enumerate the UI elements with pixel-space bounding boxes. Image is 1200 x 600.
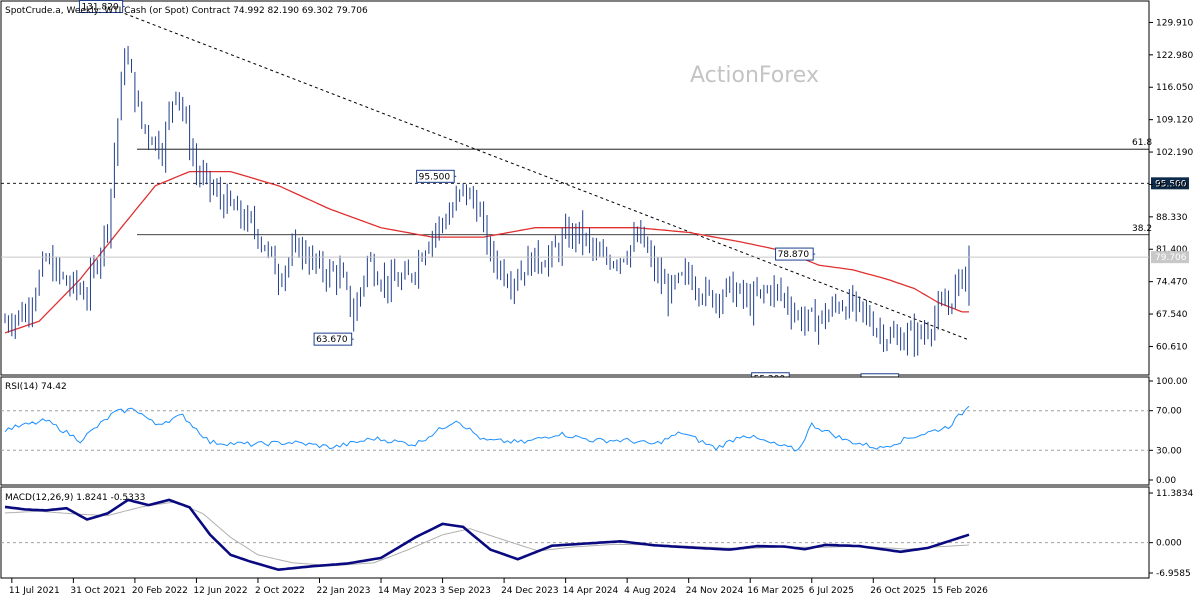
watermark: ActionForex <box>690 63 819 88</box>
macd-line <box>4 498 970 572</box>
rsi-pane: RSI(14) 74.42 <box>0 376 1150 486</box>
time-tick-label: 22 Jan 2023 <box>316 586 370 596</box>
level-label: 61.8 <box>1132 138 1152 148</box>
ohlc-bars <box>4 45 970 357</box>
price-tick-label: 129.910 <box>1156 18 1193 28</box>
macd-tick-label: 11.3834 <box>1156 489 1193 499</box>
price-tick-label: 122.980 <box>1156 51 1193 61</box>
time-tick-label: 16 Mar 2025 <box>747 586 804 596</box>
rsi-tick-label: 100.00 <box>1156 377 1188 387</box>
time-tick-label: 11 Jul 2021 <box>9 586 60 596</box>
swing-label-text: 63.670 <box>316 335 348 345</box>
rsi-levels <box>1 410 1149 451</box>
price-tick-label: 116.050 <box>1156 83 1193 93</box>
time-tick-label: 14 May 2023 <box>378 586 437 596</box>
price-tick-label: 81.400 <box>1156 245 1188 255</box>
time-tick-label: 12 Jun 2022 <box>193 586 247 596</box>
last-price-tag <box>1151 251 1189 264</box>
time-tick-label: 4 Aug 2024 <box>624 586 676 596</box>
level-badge <box>1151 177 1189 190</box>
price-tick-label: 74.470 <box>1156 278 1188 288</box>
trendline <box>124 13 970 341</box>
time-tick-label: 31 Oct 2021 <box>70 586 126 596</box>
macd-axis: 11.3834 0.000 -6.9585 <box>1149 489 1193 579</box>
macd-tick-label: 0.000 <box>1156 539 1182 549</box>
price-tick-label: 88.330 <box>1156 213 1188 223</box>
rsi-tick-label: 30.00 <box>1156 446 1182 456</box>
time-tick-label: 2 Oct 2022 <box>255 586 305 596</box>
time-tick-label: 24 Nov 2024 <box>686 586 744 596</box>
swing-label-box <box>78 0 124 14</box>
horizontal-levels: 61.8 95.500 38.2 <box>1 138 1189 236</box>
time-tick-label: 3 Sep 2023 <box>440 586 491 596</box>
price-tick-label: 102.190 <box>1156 148 1193 158</box>
price-pane: ActionForex 61.8 95.500 38.2 131.820 63.670… <box>0 0 1189 387</box>
time-tick-label: 26 Oct 2025 <box>870 586 926 596</box>
rsi-tick-label: 70.00 <box>1156 407 1182 417</box>
price-tick-label: 95.260 <box>1156 180 1188 190</box>
price-tick-label: 60.610 <box>1156 342 1188 352</box>
level-label: 38.2 <box>1132 224 1152 234</box>
level-badge-text: 95.500 <box>1155 179 1187 189</box>
macd-label: MACD(12,26,9) 1.8241 -0.5333 <box>5 493 145 503</box>
time-axis: 11 Jul 2021 31 Oct 2021 20 Feb 2022 12 Jun … <box>9 578 988 596</box>
time-tick-label: 24 Dec 2023 <box>501 586 558 596</box>
macd-pane: MACD(12,26,9) 1.8241 -0.5333 <box>0 486 1150 579</box>
time-tick-label: 20 Feb 2022 <box>132 586 188 596</box>
rsi-line <box>4 405 970 452</box>
swing-label-text: 78.870 <box>778 250 810 260</box>
time-tick-label: 15 Feb 2026 <box>932 586 988 596</box>
swing-label-box <box>775 247 814 261</box>
rsi-axis: 100.00 70.00 30.00 0.00 <box>1149 377 1188 486</box>
swing-label-text: 131.820 <box>81 3 118 13</box>
chart-header: SpotCrude.a, Weekly: WTI Cash (or Spot) … <box>5 6 368 16</box>
time-tick-label: 14 Apr 2024 <box>563 586 619 596</box>
price-tick-label: 67.540 <box>1156 310 1188 320</box>
rsi-tick-label: 0.00 <box>1156 476 1176 486</box>
time-tick-label: 6 Jul 2025 <box>809 586 854 596</box>
rsi-label: RSI(14) 74.42 <box>5 382 67 392</box>
last-price-tag-text: 79.706 <box>1155 253 1187 263</box>
price-tick-label: 109.120 <box>1156 116 1193 126</box>
price-axis: 129.910 122.980 116.050 109.120 102.190 95.26… <box>1149 18 1193 352</box>
macd-tick-label: -6.9585 <box>1156 569 1191 579</box>
swing-label-text: 95.500 <box>419 172 451 182</box>
